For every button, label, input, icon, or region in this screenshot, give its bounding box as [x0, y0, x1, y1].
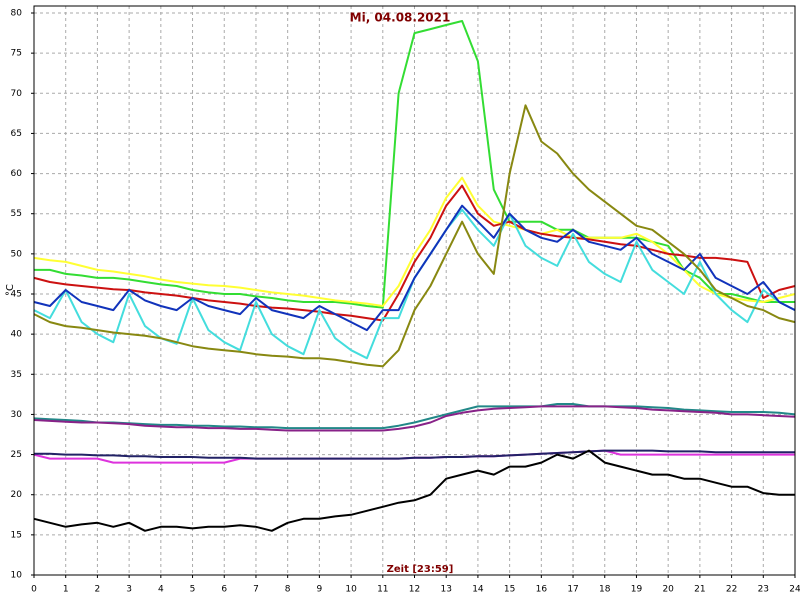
x-tick-label: 15	[504, 585, 515, 595]
lines	[33, 20, 796, 532]
y-tick-label: 65	[11, 129, 22, 139]
x-tick-label: 6	[221, 585, 227, 595]
y-tick-label: 15	[11, 530, 22, 540]
y-tick-label: 55	[11, 209, 22, 219]
x-tick-label: 13	[440, 585, 451, 595]
x-tick-label: 10	[345, 585, 357, 595]
x-tick-label: 3	[126, 585, 132, 595]
series-line	[33, 403, 796, 430]
x-tick-label: 5	[190, 585, 196, 595]
x-tick-label: 12	[409, 585, 420, 595]
x-tick-label: 18	[599, 585, 611, 595]
x-tick-label: 8	[285, 585, 291, 595]
x-tick-label: 0	[31, 585, 37, 595]
series-line	[33, 184, 796, 322]
y-tick-label: 50	[11, 249, 23, 259]
x-tick-label: 19	[631, 585, 643, 595]
x-tick-label: 23	[758, 585, 769, 595]
series-line	[33, 405, 796, 432]
chart-title: Mi, 04.08.2021	[350, 11, 451, 25]
x-tick-label: 4	[158, 585, 164, 595]
series-line	[34, 449, 795, 460]
x-tick-label: 11	[377, 585, 388, 595]
y-tick-label: 30	[11, 410, 23, 420]
y-tick-label: 75	[11, 49, 22, 59]
y-tick-label: 20	[11, 490, 23, 500]
series-line	[33, 449, 795, 532]
x-tick-label: 21	[694, 585, 705, 595]
y-tick-label: 80	[11, 9, 23, 19]
x-tick-label: 16	[536, 585, 548, 595]
x-tick-label: 17	[567, 585, 578, 595]
y-tick-label: 60	[11, 169, 23, 179]
x-tick-label: 7	[253, 585, 259, 595]
y-tick-label: 35	[11, 370, 22, 380]
x-tick-label: 2	[95, 585, 101, 595]
x-tick-label: 24	[789, 585, 800, 595]
y-tick-label: 45	[11, 290, 22, 300]
x-tick-label: 22	[726, 585, 737, 595]
series-line	[33, 104, 796, 368]
y-tick-label: 70	[11, 89, 23, 99]
x-axis-label: Zeit [23:59]	[387, 564, 454, 575]
y-tick-label: 10	[11, 571, 23, 581]
y-tick-label: 40	[11, 330, 23, 340]
y-axis-label: °C	[5, 284, 16, 296]
x-tick-label: 20	[662, 585, 674, 595]
x-tick-label: 9	[317, 585, 323, 595]
y-tick-label: 25	[11, 450, 22, 460]
series-line	[34, 20, 795, 309]
x-tick-label: 14	[472, 585, 484, 595]
x-tick-label: 1	[63, 585, 69, 595]
series-line	[33, 204, 796, 332]
